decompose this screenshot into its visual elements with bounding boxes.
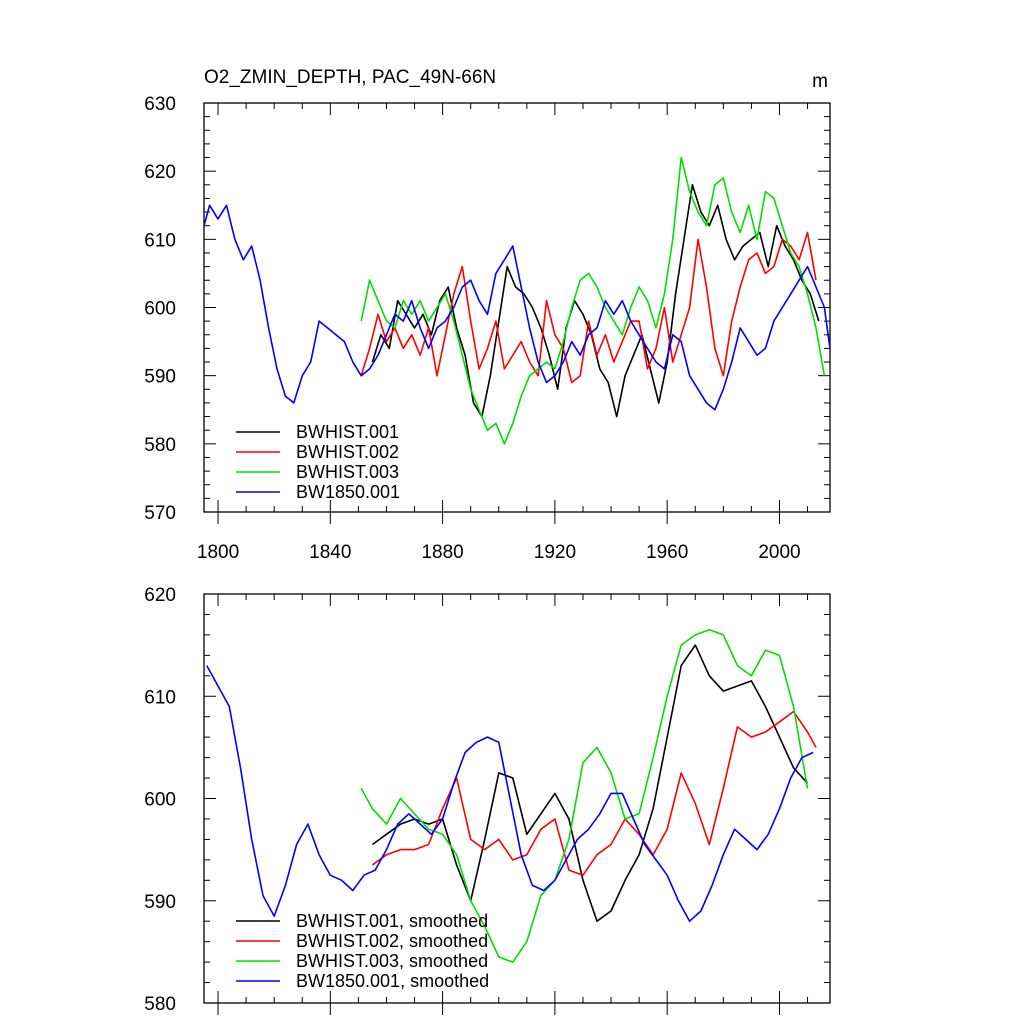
legend-label: BWHIST.003 bbox=[296, 462, 399, 482]
x-tick-label: 1880 bbox=[421, 542, 463, 563]
x-tick-label: 1840 bbox=[309, 542, 351, 563]
legend-label: BWHIST.003, smoothed bbox=[296, 951, 488, 971]
series-line bbox=[371, 644, 809, 923]
y-tick-label: 590 bbox=[144, 892, 176, 913]
chart-title: O2_ZMIN_DEPTH, PAC_49N-66N bbox=[204, 67, 496, 88]
y-tick-label: 590 bbox=[144, 367, 176, 388]
legend-label: BWHIST.002 bbox=[296, 442, 399, 462]
y-tick-label: 610 bbox=[144, 687, 176, 708]
legend-label: BWHIST.001, smoothed bbox=[296, 911, 488, 931]
y-tick-label: 610 bbox=[144, 230, 176, 251]
series-line bbox=[206, 665, 814, 923]
legend-label: BW1850.001 bbox=[296, 482, 400, 502]
y-tick-label: 570 bbox=[144, 503, 176, 524]
y-tick-label: 620 bbox=[144, 162, 176, 183]
y-tick-label: 620 bbox=[144, 585, 176, 606]
y-tick-label: 580 bbox=[144, 435, 176, 456]
y-tick-label: 600 bbox=[144, 790, 176, 811]
x-tick-label: 1800 bbox=[197, 542, 239, 563]
units-label: m bbox=[812, 71, 828, 92]
legend-label: BW1850.001, smoothed bbox=[296, 971, 489, 991]
x-tick-label: 1960 bbox=[646, 542, 688, 563]
x-tick-label: 2000 bbox=[758, 542, 800, 563]
series-line bbox=[360, 156, 826, 445]
legend-label: BWHIST.001 bbox=[296, 422, 399, 442]
y-tick-label: 630 bbox=[144, 94, 176, 115]
top-panel: 1800 1840 1880 1920 1960 2000 570 580 590 600 610 6… bbox=[144, 67, 831, 563]
x-tick-label: 1920 bbox=[534, 542, 576, 563]
series-line bbox=[204, 204, 830, 411]
series-line bbox=[371, 710, 817, 877]
y-tick-label: 580 bbox=[144, 994, 176, 1015]
series-line bbox=[360, 231, 817, 384]
legend-label: BWHIST.002, smoothed bbox=[296, 931, 488, 951]
y-tick-label: 600 bbox=[144, 299, 176, 320]
